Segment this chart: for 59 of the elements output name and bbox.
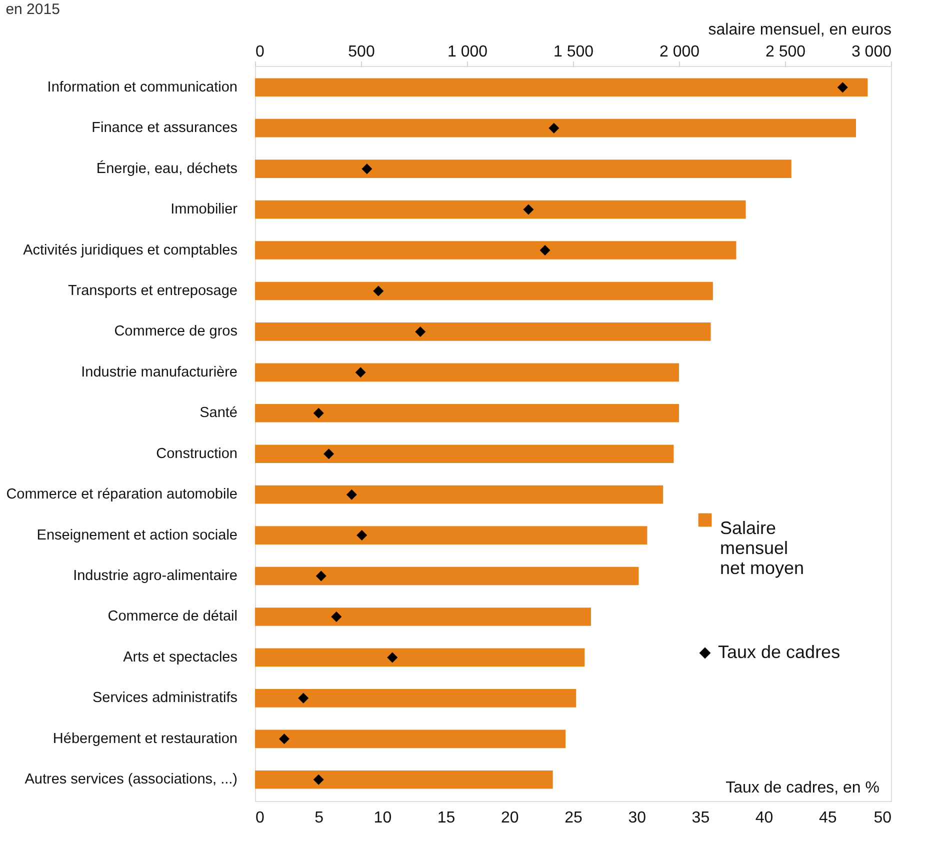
x-tick-label: 40: [755, 810, 774, 826]
y-tick-label: Industrie agro-alimentaire: [73, 568, 238, 584]
x-tick-label: 0: [256, 810, 264, 826]
point: [540, 245, 550, 256]
y-tick-label: Énergie, eau, déchets: [96, 160, 238, 177]
x-tick-label: 20: [501, 810, 519, 826]
x-tick-label: 35: [692, 810, 710, 826]
y-tick-label: Information et communication: [47, 79, 238, 96]
y-tick-label: Transports et entreposage: [68, 282, 238, 299]
point: [331, 611, 342, 622]
point: [362, 164, 372, 174]
y-tick-label: Enseignement et action sociale: [36, 527, 238, 544]
y-tick-label: Commerce de gros: [114, 324, 238, 340]
x-tick-label: 30: [628, 810, 646, 826]
y-tick-label: Hébergement et restauration: [52, 730, 238, 747]
x2-axis-title: salaire mensuel, en euros: [708, 22, 892, 38]
y-tick-label: Activités juridiques et comptables: [23, 242, 238, 258]
y-tick-label: Autres services (associations, ...): [24, 772, 238, 788]
x2-tick-label: 2 500: [765, 44, 806, 60]
point: [415, 326, 426, 337]
x2-tick-label: 3 000: [851, 44, 892, 60]
y-tick-label: Commerce de détail: [108, 608, 238, 625]
point: [298, 692, 309, 704]
x2-tick-label: 0: [256, 44, 264, 60]
point: [523, 204, 534, 215]
legend-label: Salaire mensuel net moyen: [720, 518, 804, 578]
y-tick-label: Santé: [200, 405, 238, 422]
y-tick-label: Arts et spectacles: [123, 649, 238, 666]
point: [373, 286, 384, 296]
point: [346, 489, 357, 500]
point: [356, 530, 368, 541]
y-tick-label: Immobilier: [170, 202, 238, 218]
x2-tick-label: 1 000: [447, 44, 488, 60]
point: [387, 652, 398, 663]
point: [313, 408, 324, 418]
point: [837, 82, 848, 93]
x2-tick-label: 1 500: [553, 44, 594, 60]
point: [313, 774, 324, 785]
point: [548, 122, 560, 134]
x2-tick-label: 2 000: [659, 44, 700, 60]
y-tick-label: Finance et assurances: [92, 120, 238, 136]
point: [355, 367, 366, 378]
point: [279, 734, 290, 744]
y-tick-label: Services administratifs: [92, 690, 238, 706]
x-axis-title: Taux de cadres, en %: [726, 780, 880, 796]
point: [316, 570, 326, 582]
x-tick-label: 45: [819, 810, 837, 826]
y-tick-label: Commerce et réparation automobile: [6, 486, 238, 503]
y-tick-label: Construction: [156, 446, 238, 462]
legend-label: Taux de cadres: [718, 642, 840, 662]
text: en 2015: [6, 1, 60, 18]
point: [324, 448, 334, 460]
x-tick-label: 25: [564, 810, 582, 826]
x-tick-label: 10: [374, 810, 392, 826]
x-tick-label: 15: [437, 810, 456, 826]
x-tick-label: 5: [314, 810, 324, 826]
x2-tick-label: 500: [348, 44, 375, 60]
x-tick-label: 50: [874, 810, 892, 826]
y-tick-label: Industrie manufacturière: [81, 364, 238, 380]
